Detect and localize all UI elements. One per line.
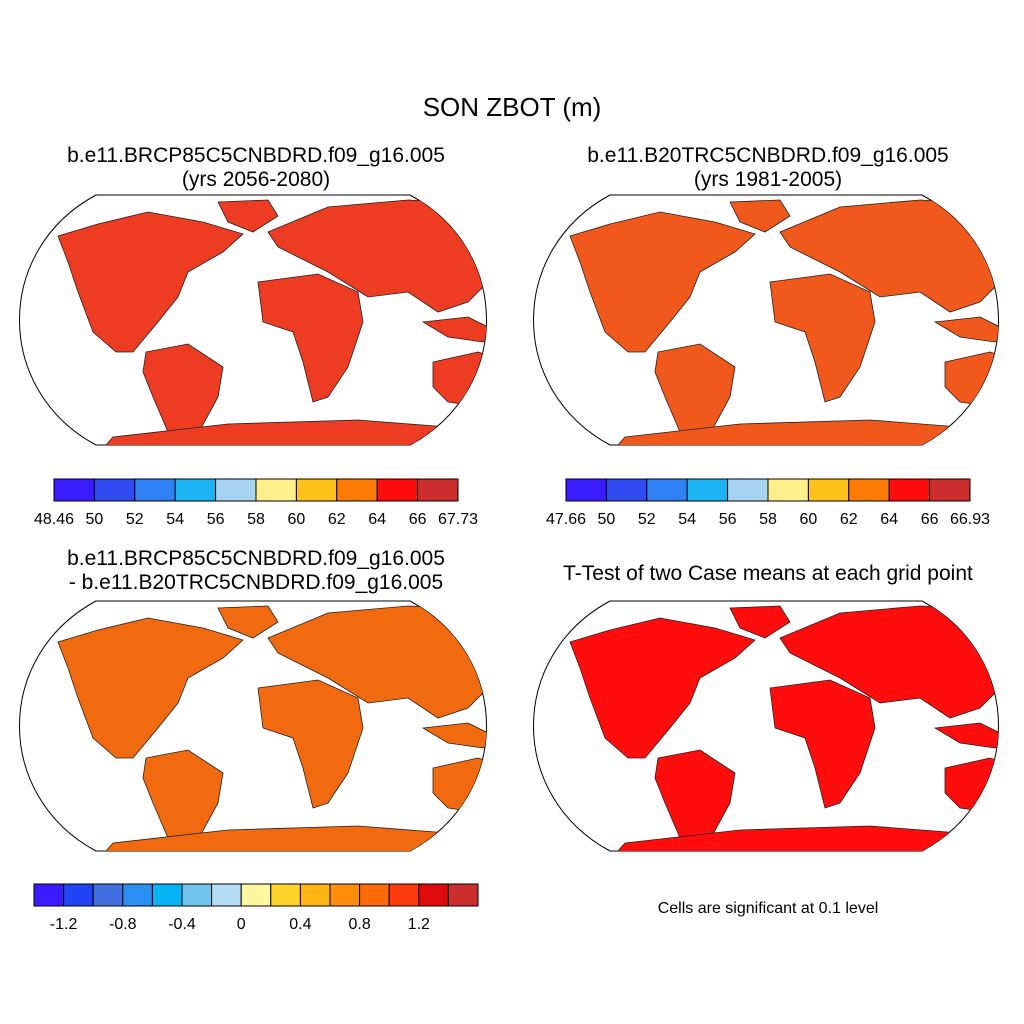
colorbar-tick-label: 66: [921, 511, 939, 528]
colorbar-tick-label: 0.8: [348, 916, 370, 933]
colorbar-swatch: [929, 478, 971, 502]
colorbar-tick-label: 58: [247, 511, 265, 528]
colorbar-difference: -1.2 -0.8 -0.4 0 0.4 0.8 1.2: [33, 883, 479, 933]
colorbar-case2: 47.66 50 52 54 56 58 60 62 64 66 66.93: [546, 478, 990, 528]
colorbar-tick-label: -0.4: [168, 916, 196, 933]
colorbar-tick-label: 62: [840, 511, 858, 528]
panel-title-case1-line1: b.e11.BRCP85C5CNBDRD.f09_g16.005: [67, 144, 445, 167]
colorbar-swatch: [33, 883, 65, 907]
colorbar-swatch: [215, 478, 257, 502]
colorbar-case1: 48.46 50 52 54 56 58 60 62 64 66 67.73: [34, 478, 478, 528]
colorbar-tick-label: 54: [678, 511, 696, 528]
panel-title-case2-line2: (yrs 1981-2005): [693, 168, 843, 191]
panel-title-difference-line2: - b.e11.B20TRC5CNBDRD.f09_g16.005: [68, 571, 444, 594]
colorbar-swatch: [417, 478, 459, 502]
figure-title: SON ZBOT (m): [422, 92, 602, 122]
colorbar-tick-label: 52: [638, 511, 656, 528]
colorbar-tick-label: 62: [328, 511, 346, 528]
colorbar-tick-label: 60: [288, 511, 306, 528]
colorbar-swatch: [295, 478, 338, 502]
colorbar-swatch: [240, 883, 272, 907]
colorbar-swatch: [686, 478, 729, 502]
colorbar-swatch: [270, 883, 301, 907]
colorbar-tick-label: 67.73: [438, 511, 478, 528]
colorbar-swatch: [255, 478, 297, 502]
colorbar-swatch: [807, 478, 850, 502]
colorbar-swatch: [181, 883, 213, 907]
panel-title-ttest: T-Test of two Case means at each grid po…: [518, 562, 1018, 586]
colorbar-swatch: [767, 478, 809, 502]
colorbar-swatch: [122, 883, 153, 907]
panel-title-case1: b.e11.BRCP85C5CNBDRD.f09_g16.005 (yrs 20…: [6, 144, 506, 192]
colorbar-swatch: [646, 478, 688, 502]
map-ttest: [533, 600, 999, 852]
colorbar-swatch: [376, 478, 419, 502]
colorbar-tick-label: 50: [598, 511, 616, 528]
colorbar-swatch: [93, 478, 136, 502]
colorbar-tick-label: 64: [880, 511, 898, 528]
colorbar-swatch: [329, 883, 361, 907]
colorbar-swatch: [447, 883, 479, 907]
colorbar-tick-label: 0: [237, 916, 246, 933]
colorbar-tick-label: 60: [800, 511, 818, 528]
colorbar-tick-label: 1.2: [408, 916, 430, 933]
colorbar-swatch: [174, 478, 217, 502]
colorbar-swatch: [565, 478, 607, 502]
colorbar-tick-label: -0.8: [109, 916, 137, 933]
colorbar-swatch: [848, 478, 890, 502]
colorbar-tick-label: 0.4: [289, 916, 311, 933]
colorbar-tick-label: -1.2: [50, 916, 78, 933]
panel-title-case2: b.e11.B20TRC5CNBDRD.f09_g16.005 (yrs 198…: [518, 144, 1018, 192]
colorbar-tick-label: 50: [86, 511, 104, 528]
colorbar-tick-label: 47.66: [546, 511, 586, 528]
colorbar-swatch: [605, 478, 648, 502]
colorbar-tick-label: 52: [126, 511, 144, 528]
colorbar-swatch: [388, 883, 420, 907]
colorbar-swatch: [888, 478, 931, 502]
colorbar-swatch: [134, 478, 176, 502]
panel-title-ttest-line1: T-Test of two Case means at each grid po…: [563, 562, 973, 585]
colorbar-swatch: [92, 883, 124, 907]
significance-note: Cells are significant at 0.1 level: [657, 900, 879, 917]
map-case2: [533, 194, 999, 446]
colorbar-tick-label: 64: [368, 511, 386, 528]
map-difference: [19, 600, 487, 852]
colorbar-swatch: [336, 478, 378, 502]
colorbar-tick-label: 58: [759, 511, 777, 528]
panel-title-case1-line2: (yrs 2056-2080): [181, 168, 331, 191]
panel-title-case2-line1: b.e11.B20TRC5CNBDRD.f09_g16.005: [587, 144, 949, 167]
colorbar-swatch: [53, 478, 95, 502]
colorbar-tick-label: 54: [166, 511, 184, 528]
colorbar-tick-label: 56: [719, 511, 737, 528]
colorbar-tick-label: 56: [207, 511, 225, 528]
colorbar-tick-label: 66: [409, 511, 427, 528]
colorbar-swatch: [151, 883, 183, 907]
panel-title-difference: b.e11.BRCP85C5CNBDRD.f09_g16.005 - b.e11…: [6, 547, 506, 595]
colorbar-swatch: [211, 883, 242, 907]
colorbar-swatch: [299, 883, 331, 907]
colorbar-swatch: [727, 478, 769, 502]
colorbar-swatch: [418, 883, 449, 907]
colorbar-tick-label: 48.46: [34, 511, 74, 528]
colorbar-tick-label: 66.93: [950, 511, 990, 528]
colorbar-swatch: [63, 883, 94, 907]
panel-title-difference-line1: b.e11.BRCP85C5CNBDRD.f09_g16.005: [67, 547, 445, 570]
map-case1: [19, 194, 487, 446]
colorbar-swatch: [359, 883, 390, 907]
